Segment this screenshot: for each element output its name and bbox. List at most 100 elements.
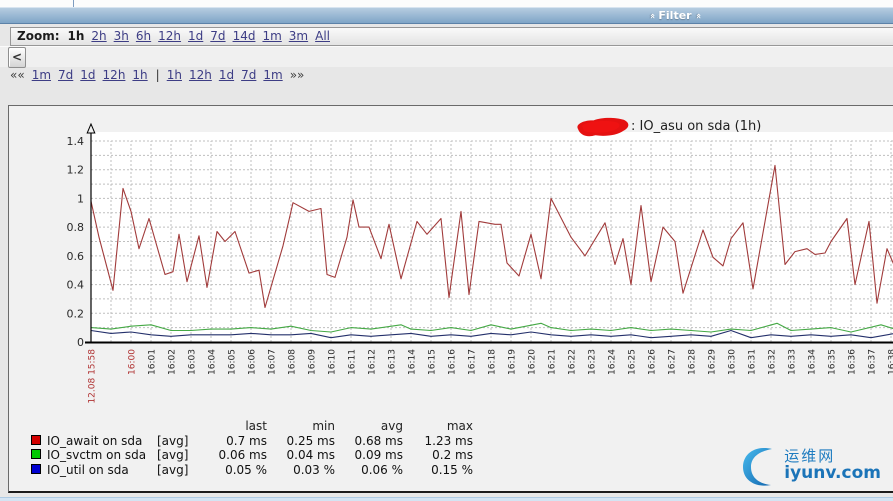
graph-legend: last min avg max IO_await on sda [avg] 0.7… [31,419,473,477]
pager-prev-link-12h[interactable]: 12h [102,68,126,82]
left-arrow-icon: < [11,50,23,64]
top-strip-divider [73,0,74,7]
legend-avg: 0.09 ms [354,448,403,463]
zoom-link-2h[interactable]: 2h [91,29,107,43]
x-tick-label: 16:22 [568,349,578,375]
pager-next-link-7d[interactable]: 7d [241,68,257,82]
legend-header-max: max [446,419,473,434]
zoom-link-14d[interactable]: 14d [232,29,256,43]
zoom-selected: 1h [67,29,85,43]
x-tick-label: 16:17 [468,349,478,375]
legend-row: IO_util on sda [avg] 0.05 % 0.03 % 0.06 % 0.1… [31,463,473,478]
x-tick-label: 16:04 [208,349,218,375]
watermark-domain: iyunv.com [784,462,881,483]
legend-header-row: last min avg max [31,419,473,434]
x-tick-label: 16:10 [328,349,338,375]
x-tick-label: 16:27 [668,349,678,375]
series-io_util [90,329,893,339]
pager-next-link-1m[interactable]: 1m [263,68,283,82]
legend-fn: [avg] [157,462,189,477]
y-tick-label: 1.2 [67,164,85,177]
x-tick-label: 16:36 [848,349,858,375]
zoom-label: Zoom: [17,29,60,43]
x-tick-label: 16:12 [368,349,378,375]
x-tick-label: 16:29 [708,349,718,375]
filter-bar: « Filter « [0,7,893,24]
watermark: 运维网 iyunv.com [741,445,881,487]
x-tick-label: 16:09 [308,349,318,375]
graph-title-text: : IO_asu on sda (1h) [631,118,762,134]
y-tick-label: 0.2 [67,307,85,320]
pager-prev-link-7d[interactable]: 7d [58,68,74,82]
x-tick-label: 16:33 [788,349,798,375]
pager-prev-icon[interactable]: «« [10,68,25,82]
x-tick-label: 16:13 [388,349,398,375]
y-tick-label: 0.8 [67,221,85,234]
zoom-link-1m[interactable]: 1m [262,29,282,43]
pager-prev-link-1h[interactable]: 1h [132,68,148,82]
pager-next-link-12h[interactable]: 12h [188,68,212,82]
legend-avg: 0.06 % [361,462,403,477]
legend-header-min: min [312,419,335,434]
zoom-link-7d[interactable]: 7d [210,29,226,43]
pager-next-link-1h[interactable]: 1h [166,68,182,82]
legend-swatch-icon [31,434,41,445]
legend-last: 0.06 ms [218,448,267,463]
zoom-link-1d[interactable]: 1d [188,29,204,43]
legend-avg: 0.68 ms [354,433,403,448]
y-tick-label: 0.6 [67,250,85,263]
x-tick-label: 16:03 [188,349,198,375]
bottom-strip [0,497,893,501]
pager-next-icon[interactable]: »» [289,68,305,82]
legend-swatch-icon [31,463,41,474]
legend-max: 1.23 ms [424,433,473,448]
x-tick-label: 16:23 [588,349,598,375]
graph-canvas[interactable]: 0 0.2 0.4 0.6 0.8 1 1.2 1.4 12.08 15:58 16:00 16:0… [9,106,893,494]
legend-min: 0.04 ms [286,448,335,463]
legend-max: 0.2 ms [432,448,473,463]
legend-header-last: last [245,419,267,434]
x-tick-label: 16:34 [808,349,818,375]
pager-prev-link-1m[interactable]: 1m [31,68,52,82]
gridlines [91,140,893,342]
y-tick-label: 1 [77,192,84,205]
filter-toggle[interactable]: « Filter « [610,9,740,24]
pager-row: «« 1m 7d 1d 12h 1h | 1h 12h 1d 7d 1m »» [10,68,311,83]
x-tick-label: 16:01 [148,349,158,375]
legend-min: 0.03 % [293,462,335,477]
x-tick-label: 16:06 [248,349,258,375]
x-tick-label: 16:31 [748,349,758,375]
top-strip [0,0,893,7]
pager-divider: | [155,68,160,82]
x-tick-label: 16:07 [268,349,278,375]
x-tick-label: 16:11 [348,349,358,375]
x-tick-label: 16:26 [648,349,658,375]
zoom-link-6h[interactable]: 6h [135,29,152,43]
x-tick-label: 16:02 [168,349,178,375]
legend-last: 0.7 ms [226,433,267,448]
y-tick-label: 1.4 [67,135,85,148]
zoom-toolbar: Zoom: 1h 2h 3h 6h 12h 1d 7d 14d 1m 3m All [10,27,893,46]
zoom-link-12h[interactable]: 12h [158,29,182,43]
legend-row: IO_svctm on sda [avg] 0.06 ms 0.04 ms 0.09 m… [31,448,473,463]
zoom-link-3h[interactable]: 3h [113,29,129,43]
pager-prev-link-1d[interactable]: 1d [80,68,96,82]
x-tick-label: 16:18 [488,349,498,375]
x-tick-label: 16:08 [288,349,298,375]
x-tick-label: 16:19 [508,349,518,375]
graph-title: : IO_asu on sda (1h) [572,114,761,138]
redaction-scribble-icon [577,117,629,136]
x-tick-label: 16:20 [528,349,538,375]
x-tick-label: 16:24 [608,349,618,375]
scrollbar-track[interactable]: < [0,46,893,68]
legend-label: IO_await on sda [47,433,143,448]
plot-area[interactable] [91,132,893,342]
legend-header-avg: avg [380,419,403,434]
series-io_await [90,164,893,309]
pager-next-link-1d[interactable]: 1d [218,68,235,82]
scroll-left-button[interactable]: < [8,47,26,68]
x-tick-label: 16:30 [728,349,738,375]
zoom-link-all[interactable]: All [315,29,330,43]
zoom-link-3m[interactable]: 3m [288,29,309,43]
x-tick-label: 16:05 [228,349,238,375]
